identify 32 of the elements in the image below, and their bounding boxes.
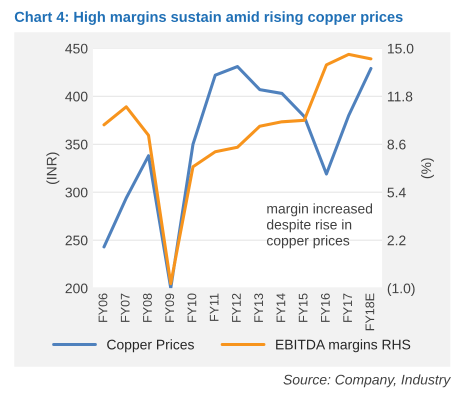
y2-tick-label: 11.8 <box>388 92 412 102</box>
x-tick-label: FY10 <box>187 293 196 322</box>
y-tick-label: 200 <box>66 283 88 294</box>
y-tick-label: 300 <box>65 188 88 198</box>
x-tick-label: FY06 <box>98 294 108 322</box>
y2-tick-label: 2.2 <box>388 236 406 246</box>
chart-title: Chart 4: High margins sustain amid rising copper prices <box>14 11 403 25</box>
x-tick-label: FY09 <box>165 294 174 322</box>
y-axis-title: (INR) <box>46 152 60 184</box>
x-tick-label: FY08 <box>143 294 152 322</box>
y2-tick-label: 15.0 <box>388 44 414 54</box>
y-tick-label: 450 <box>65 44 88 54</box>
legend-label: EBITDA margins RHS <box>276 339 410 352</box>
y-tick-label: 350 <box>65 140 88 150</box>
x-tick-label: FY13 <box>254 294 264 322</box>
annotation: margin increased despite rise in copper prices <box>266 203 372 248</box>
y2-tick-label: 8.6 <box>388 140 406 150</box>
x-tick-label: FY07 <box>120 294 130 322</box>
x-tick-label: FY14 <box>276 293 286 322</box>
y2-tick-label: 5.4 <box>387 188 406 198</box>
x-tick-label: FY15 <box>298 294 308 322</box>
y-tick-label: 400 <box>65 92 88 102</box>
y-tick-label: 250 <box>66 236 88 246</box>
y2-axis-title: (%) <box>421 158 434 178</box>
source-note: Source: Company, Industry <box>283 374 452 388</box>
x-tick-label: FY18E <box>365 294 374 330</box>
legend-label: Copper Prices <box>107 339 194 352</box>
x-tick-label: FY16 <box>320 294 330 322</box>
x-tick-label: FY12 <box>232 294 241 322</box>
x-tick-label: FY11 <box>210 294 218 321</box>
x-tick-label: FY17 <box>343 294 352 322</box>
y2-tick-label: (1.0) <box>388 283 415 296</box>
